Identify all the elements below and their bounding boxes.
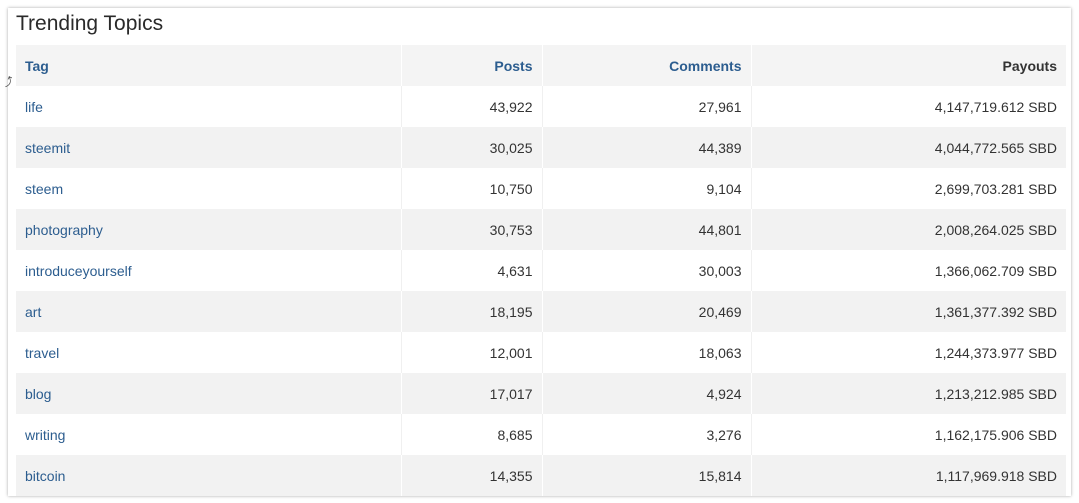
table-row: travel 12,001 18,063 1,244,373.977 SBD [16,332,1066,373]
posts-count: 10,750 [401,168,543,209]
comments-count: 18,063 [542,332,752,373]
posts-count: 4,631 [401,250,543,291]
posts-count: 18,195 [401,291,543,332]
table-row: writing 8,685 3,276 1,162,175.906 SBD [16,414,1066,455]
posts-count: 14,355 [401,455,543,496]
comments-count: 27,961 [542,86,752,127]
posts-count: 43,922 [401,86,543,127]
comments-count: 20,469 [542,291,752,332]
tag-link[interactable]: steem [16,168,402,209]
tag-link[interactable]: life [16,86,402,127]
payouts-amount: 2,699,703.281 SBD [751,168,1066,209]
panel-title: Trending Topics [16,12,164,35]
payouts-amount: 1,213,212.985 SBD [751,373,1066,414]
table-row: art 18,195 20,469 1,361,377.392 SBD [16,291,1066,332]
column-header-payouts: Payouts [751,45,1066,86]
tag-link[interactable]: bitcoin [16,455,402,496]
posts-count: 30,025 [401,127,543,168]
trending-topics-table: Tag Posts Comments Payouts life 43,922 2… [16,45,1066,496]
table-row: life 43,922 27,961 4,147,719.612 SBD [16,86,1066,127]
tag-link[interactable]: steemit [16,127,402,168]
payouts-amount: 1,162,175.906 SBD [751,414,1066,455]
table-row: introduceyourself 4,631 30,003 1,366,062… [16,250,1066,291]
comments-count: 44,801 [542,209,752,250]
tag-link[interactable]: travel [16,332,402,373]
comments-count: 30,003 [542,250,752,291]
posts-count: 12,001 [401,332,543,373]
table-row: steemit 30,025 44,389 4,044,772.565 SBD [16,127,1066,168]
table-row: bitcoin 14,355 15,814 1,117,969.918 SBD [16,455,1066,496]
posts-count: 8,685 [401,414,543,455]
posts-count: 30,753 [401,209,543,250]
payouts-amount: 1,117,969.918 SBD [751,455,1066,496]
comments-count: 15,814 [542,455,752,496]
payouts-amount: 1,244,373.977 SBD [751,332,1066,373]
tag-link[interactable]: art [16,291,402,332]
comments-count: 44,389 [542,127,752,168]
tag-link[interactable]: introduceyourself [16,250,402,291]
table-row: steem 10,750 9,104 2,699,703.281 SBD [16,168,1066,209]
comments-count: 9,104 [542,168,752,209]
table-row: photography 30,753 44,801 2,008,264.025 … [16,209,1066,250]
column-header-comments[interactable]: Comments [542,45,752,86]
table-header-row: Tag Posts Comments Payouts [16,45,1066,86]
table-row: blog 17,017 4,924 1,213,212.985 SBD [16,373,1066,414]
column-header-posts[interactable]: Posts [401,45,543,86]
tag-link[interactable]: photography [16,209,402,250]
posts-count: 17,017 [401,373,543,414]
payouts-amount: 4,044,772.565 SBD [751,127,1066,168]
payouts-amount: 2,008,264.025 SBD [751,209,1066,250]
tag-link[interactable]: blog [16,373,402,414]
tag-link[interactable]: writing [16,414,402,455]
comments-count: 3,276 [542,414,752,455]
payouts-amount: 4,147,719.612 SBD [751,86,1066,127]
payouts-amount: 1,366,062.709 SBD [751,250,1066,291]
payouts-amount: 1,361,377.392 SBD [751,291,1066,332]
trending-topics-panel: Trending Topics Tag Posts Comments Payou… [8,8,1071,496]
column-header-tag[interactable]: Tag [16,45,402,86]
comments-count: 4,924 [542,373,752,414]
